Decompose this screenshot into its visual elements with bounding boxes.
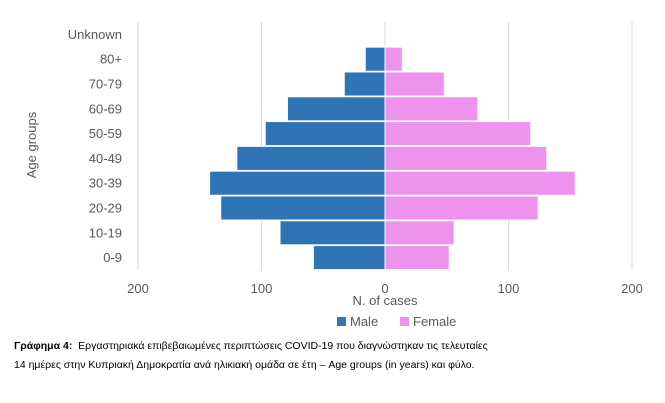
bar-female xyxy=(384,96,479,122)
bar-female xyxy=(384,195,539,221)
x-tick-labels: 200 100 0 100 200 xyxy=(127,281,643,296)
category-label: 70-79 xyxy=(89,77,122,92)
bar-male xyxy=(264,121,386,147)
legend-swatch xyxy=(400,317,409,326)
bar-female xyxy=(384,145,548,171)
x-tick-label: 100 xyxy=(251,281,273,296)
x-axis-title: N. of cases xyxy=(352,293,418,308)
legend-label: Male xyxy=(350,314,378,329)
bar-male xyxy=(209,170,386,196)
legend-label: Female xyxy=(413,314,456,329)
category-labels: 0-9 10-19 20-29 30-39 40-49 50-59 60-69 70-79 80… xyxy=(68,27,122,265)
x-tick-label: 200 xyxy=(621,281,643,296)
bar-male xyxy=(279,220,386,246)
category-label: 80+ xyxy=(100,52,122,67)
bar-female xyxy=(384,220,455,246)
category-label: 0-9 xyxy=(103,250,122,265)
legend-swatch xyxy=(337,317,346,326)
bar-male xyxy=(312,245,386,271)
bar-female xyxy=(384,46,403,72)
legend-item: Female xyxy=(400,314,456,329)
x-tick-label: 0 xyxy=(381,281,388,296)
caption-label: Γράφημα 4: xyxy=(14,340,73,352)
x-tick-label: 200 xyxy=(127,281,149,296)
category-label: Unknown xyxy=(68,27,122,42)
caption-text-line2: 14 ημέρες στην Κυπριακή Δημοκρατία ανά η… xyxy=(14,359,475,371)
x-tick-label: 100 xyxy=(498,281,520,296)
bar-male xyxy=(236,145,386,171)
bar-male xyxy=(220,195,386,221)
category-label: 10-19 xyxy=(89,225,122,240)
bar-female xyxy=(384,245,450,271)
bar-male xyxy=(343,71,386,97)
caption-text-line1: Εργαστηριακά επιβεβαιωμένες περιπτώσεις … xyxy=(78,340,488,352)
y-axis-title: Age groups xyxy=(24,111,39,178)
figure-caption: Γράφημα 4: Εργαστηριακά επιβεβαιωμένες π… xyxy=(14,337,659,375)
bars xyxy=(209,46,576,271)
bar-female xyxy=(384,170,576,196)
population-pyramid-chart: 0-9 10-19 20-29 30-39 40-49 50-59 60-69 70-79 80… xyxy=(24,22,643,329)
legend: Male Female xyxy=(337,314,456,329)
bar-male xyxy=(364,46,386,72)
category-label: 50-59 xyxy=(89,126,122,141)
category-label: 30-39 xyxy=(89,176,122,191)
legend-item: Male xyxy=(337,314,378,329)
bar-female xyxy=(384,121,532,147)
category-label: 20-29 xyxy=(89,201,122,216)
category-label: 60-69 xyxy=(89,101,122,116)
bar-female xyxy=(384,71,445,97)
category-label: 40-49 xyxy=(89,151,122,166)
bar-male xyxy=(286,96,386,122)
